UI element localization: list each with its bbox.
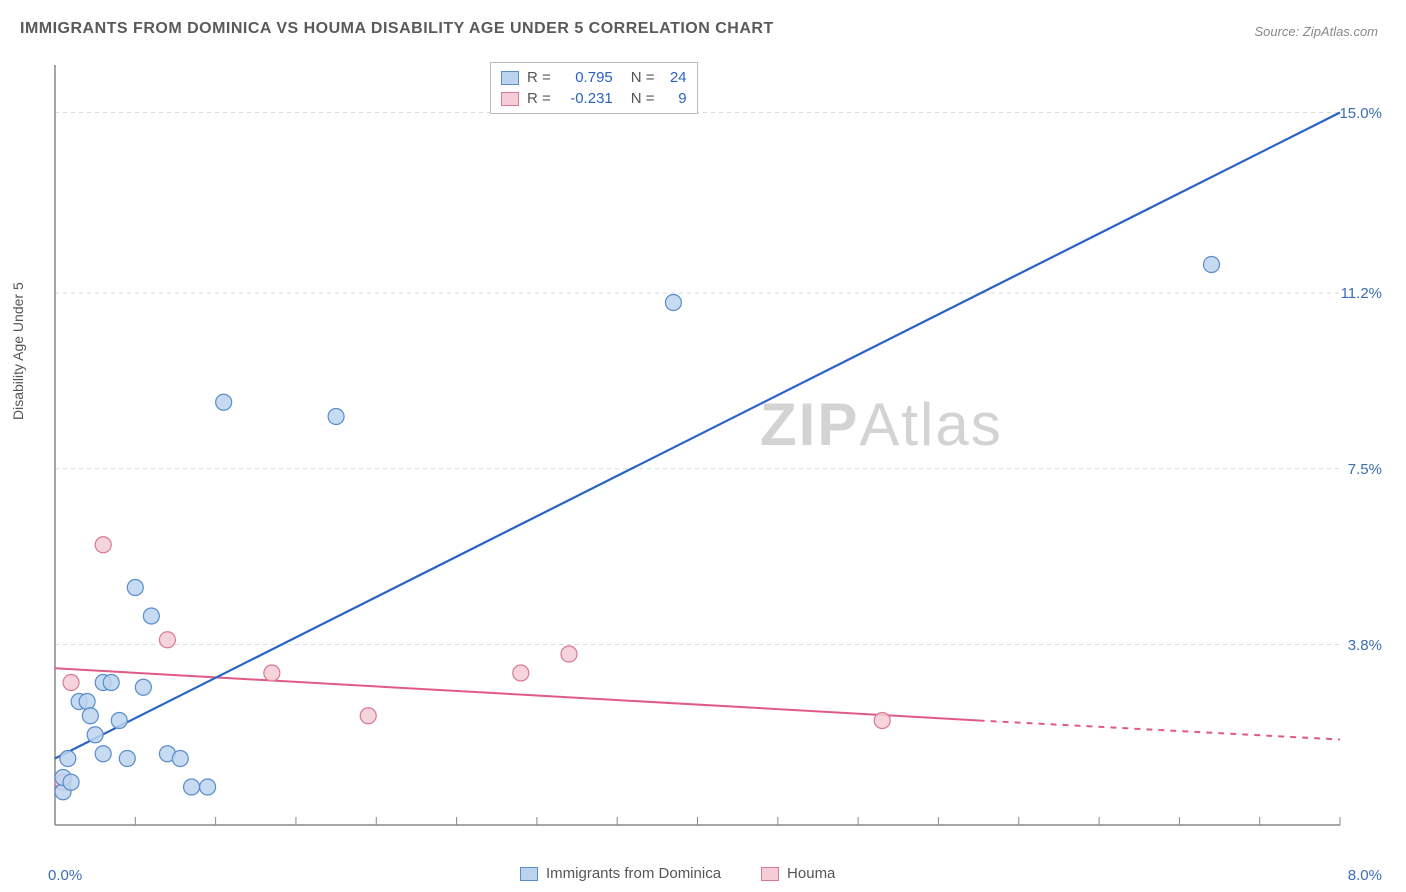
legend-stats: R = 0.795 N = 24 R = -0.231 N = 9 [490,62,698,114]
legend-stats-row-1: R = 0.795 N = 24 [501,67,687,88]
y-tick-label: 7.5% [1348,461,1382,478]
legend-swatch-series1 [501,71,519,85]
legend-item-series1: Immigrants from Dominica [520,865,721,882]
chart-title: IMMIGRANTS FROM DOMINICA VS HOUMA DISABI… [20,20,774,38]
legend-swatch-series2 [501,92,519,106]
x-axis-origin-label: 0.0% [48,867,82,884]
legend-label-series2: Houma [787,865,835,882]
legend-swatch-series1-b [520,867,538,881]
r-label-2: R = [527,90,551,107]
y-tick-label: 3.8% [1348,637,1382,654]
n-label-1: N = [631,69,655,86]
n-label-2: N = [631,90,655,107]
chart-area [50,60,1380,840]
r-value-2: -0.231 [559,90,613,107]
x-axis-max-label: 8.0% [1348,867,1382,884]
y-tick-label: 15.0% [1339,105,1382,122]
n-value-2: 9 [663,90,687,107]
legend-series: Immigrants from Dominica Houma [520,865,835,882]
legend-stats-row-2: R = -0.231 N = 9 [501,88,687,109]
y-axis-label: Disability Age Under 5 [10,282,26,420]
legend-swatch-series2-b [761,867,779,881]
r-label-1: R = [527,69,551,86]
scatter-chart [50,60,1380,840]
r-value-1: 0.795 [559,69,613,86]
legend-label-series1: Immigrants from Dominica [546,865,721,882]
y-tick-label: 11.2% [1341,285,1382,302]
legend-item-series2: Houma [761,865,835,882]
n-value-1: 24 [663,69,687,86]
source-attribution: Source: ZipAtlas.com [1254,24,1378,39]
